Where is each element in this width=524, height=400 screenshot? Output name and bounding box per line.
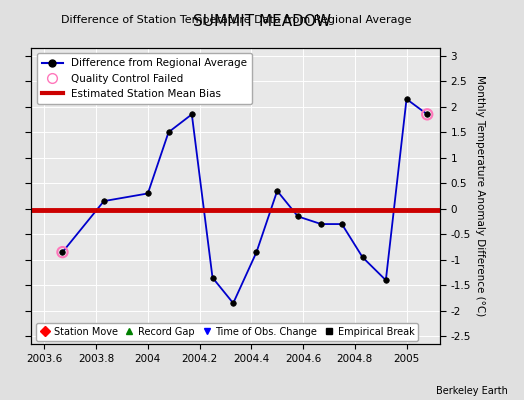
Difference from Regional Average: [424, 112, 430, 117]
Difference from Regional Average: [339, 222, 345, 226]
Difference from Regional Average: [166, 130, 172, 135]
Y-axis label: Monthly Temperature Anomaly Difference (°C): Monthly Temperature Anomaly Difference (…: [475, 75, 485, 317]
Text: Berkeley Earth: Berkeley Earth: [436, 386, 508, 396]
Text: SUMMIT MEADOW: SUMMIT MEADOW: [193, 14, 331, 29]
Difference from Regional Average: [383, 278, 389, 283]
Difference from Regional Average: [145, 191, 151, 196]
Difference from Regional Average: [253, 250, 259, 254]
Line: Difference from Regional Average: Difference from Regional Average: [60, 96, 430, 306]
Difference from Regional Average: [359, 255, 366, 260]
Difference from Regional Average: [318, 222, 324, 226]
Difference from Regional Average: [230, 301, 236, 306]
Difference from Regional Average: [274, 188, 280, 193]
Difference from Regional Average: [59, 250, 66, 254]
Quality Control Failed: [58, 249, 67, 255]
Difference from Regional Average: [101, 199, 107, 204]
Difference from Regional Average: [294, 214, 301, 219]
Quality Control Failed: [423, 111, 431, 118]
Legend: Station Move, Record Gap, Time of Obs. Change, Empirical Break: Station Move, Record Gap, Time of Obs. C…: [36, 323, 418, 341]
Difference from Regional Average: [210, 275, 216, 280]
Title: Difference of Station Temperature Data from Regional Average: Difference of Station Temperature Data f…: [61, 15, 411, 25]
Difference from Regional Average: [189, 112, 195, 117]
Difference from Regional Average: [403, 97, 410, 102]
